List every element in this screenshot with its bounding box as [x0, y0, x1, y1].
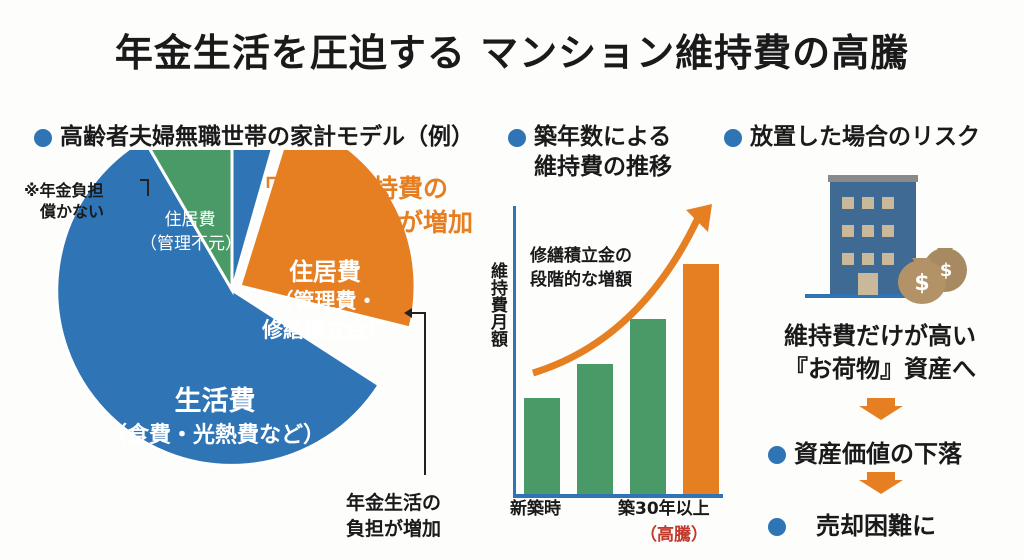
bar-1	[524, 398, 560, 494]
label-text: 住居費	[164, 210, 216, 230]
label-text: （食費・光熱費など）	[105, 423, 326, 448]
x-label-end: 築30年以上	[618, 499, 710, 519]
label-text: 生活費	[174, 386, 256, 417]
bar-4	[683, 264, 719, 494]
bullet-icon	[34, 128, 52, 147]
callout-text: 年金生活の	[346, 492, 442, 514]
arrowhead-icon	[404, 308, 412, 318]
bullet-icon	[508, 128, 526, 147]
callout-text: 割合が増加	[348, 208, 474, 237]
risk-step-text: 売却困難に	[816, 512, 936, 540]
trend-heading: 築年数による 維持費の推移	[508, 122, 672, 182]
orange-slice-label: 住居費 （管理費・修繕積立金）	[260, 258, 390, 345]
trend-chart	[490, 200, 730, 530]
down-arrow-icon	[867, 472, 895, 480]
callout-text: 負担が増加	[346, 518, 442, 540]
increase-arrow-icon	[531, 204, 712, 377]
bar-2	[577, 364, 613, 494]
pie-slice-orange	[238, 150, 417, 330]
risk-heading: 放置した場合のリスク	[724, 122, 980, 152]
callout-arrow-line	[410, 312, 426, 475]
down-arrow-icon	[859, 406, 903, 420]
label-text: 修繕積立金）	[262, 318, 388, 342]
trend-heading-text: 維持費の推移	[534, 154, 672, 180]
note-line: 償かない	[40, 202, 105, 221]
risk-heading-text: 放置した場合のリスク	[750, 124, 980, 150]
risk-step-1: 資産価値の下落	[768, 434, 962, 469]
svg-text:$: $	[940, 260, 953, 281]
risk-text: 維持費だけが高い 『お荷物』資産へ	[760, 320, 1000, 386]
y-axis	[513, 206, 516, 496]
x-label-start: 新築時	[510, 499, 561, 519]
note-line: ※年金負担	[24, 181, 104, 200]
pension-note: ※年金負担償かない	[24, 180, 104, 222]
pie-slice-green	[148, 150, 234, 296]
down-arrow-icon	[859, 480, 903, 494]
bar-3	[630, 319, 666, 494]
green-slice-label: 住居費 （管理不元）	[140, 208, 242, 256]
household-heading-text: 高齢者夫婦無職世帯の家計モデル（例）	[60, 124, 474, 150]
orange-callout: 維持費の 割合が増加	[348, 172, 473, 240]
arrow-label-text: 修繕積立金の	[530, 246, 632, 266]
label-text: 住居費	[289, 258, 361, 286]
risk-step-2: 売却困難に	[768, 506, 936, 541]
page-title: 年金生活を圧迫する マンション維持費の高騰	[114, 31, 910, 75]
building-with-money-bags-icon: $ $	[805, 175, 967, 304]
risk-text-line: 『お荷物』資産へ	[784, 355, 976, 383]
bottom-callout: 年金生活の負担が増加	[346, 490, 441, 542]
svg-text:$: $	[914, 271, 929, 296]
y-axis-label: 維持費月額	[487, 262, 507, 347]
label-text: （管理不元）	[140, 234, 242, 254]
arrow-label: 修繕積立金の 段階的な増額	[530, 244, 632, 292]
note-bracket	[140, 179, 149, 196]
x-label-end-note: （高騰）	[640, 525, 708, 545]
bullet-icon	[768, 446, 786, 464]
blue-slice-label: 生活費 （食費・光熱費など）	[105, 385, 325, 453]
household-pie	[55, 150, 426, 475]
risk-step-text: 資産価値の下落	[794, 440, 962, 468]
x-axis	[513, 494, 723, 498]
risk-text-line: 維持費だけが高い	[784, 322, 976, 350]
pie-slice-blue-small	[230, 150, 274, 291]
callout-line	[266, 176, 340, 188]
bullet-icon	[768, 518, 786, 536]
down-arrow-icon	[867, 398, 895, 406]
bullet-icon	[724, 128, 742, 147]
arrow-label-text: 段階的な増額	[530, 270, 632, 290]
pie-slice-blue-large	[55, 150, 382, 467]
callout-text: 維持費の	[348, 174, 449, 203]
label-text: （管理費・	[272, 289, 378, 313]
trend-heading-text: 築年数による	[534, 124, 672, 150]
household-heading: 高齢者夫婦無職世帯の家計モデル（例）	[34, 122, 474, 152]
